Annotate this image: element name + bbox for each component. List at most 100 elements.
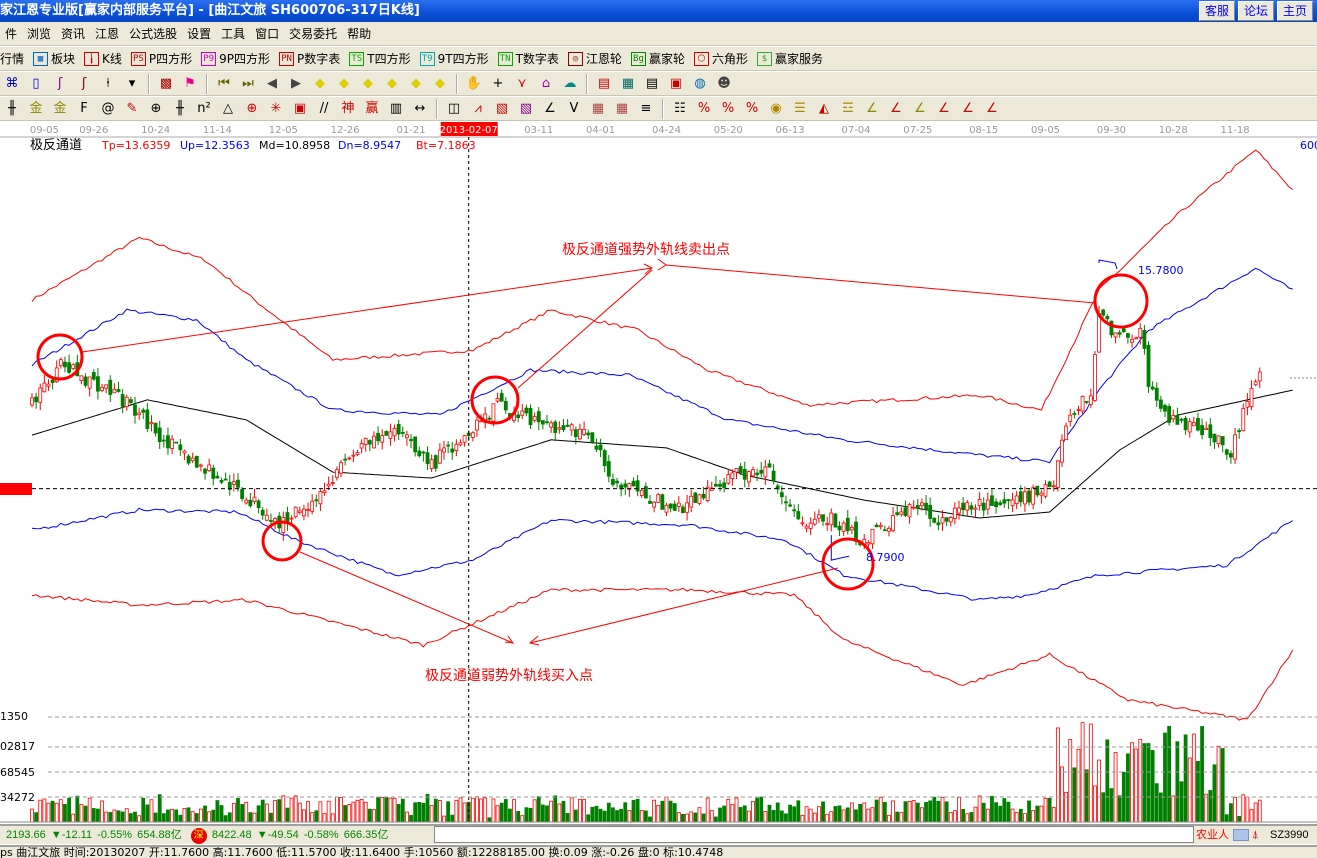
width-icon[interactable]: ↔ bbox=[414, 101, 426, 116]
fan-icon[interactable]: ⩘ bbox=[474, 101, 482, 116]
grid-icon[interactable]: ▦ bbox=[591, 101, 605, 116]
menu-item[interactable]: 公式选股 bbox=[129, 27, 178, 41]
level7-icon[interactable]: ∠ bbox=[986, 101, 998, 116]
web-icon[interactable]: ✳ bbox=[270, 101, 282, 116]
document-icon[interactable]: ▤ bbox=[645, 76, 659, 91]
level2-icon[interactable]: ∠ bbox=[866, 101, 878, 116]
dropdown-icon[interactable]: ▾ bbox=[128, 76, 136, 91]
toolbar-button[interactable]: TS T四方形 bbox=[349, 47, 411, 70]
menu-item[interactable]: 资讯 bbox=[61, 27, 86, 41]
hand-icon[interactable]: ✋ bbox=[465, 76, 483, 91]
menu-item[interactable]: 设置 bbox=[187, 27, 212, 41]
level3-icon[interactable]: ∠ bbox=[890, 101, 902, 116]
menu-item[interactable]: 窗口 bbox=[255, 27, 280, 41]
level6-icon[interactable]: ∠ bbox=[962, 101, 974, 116]
toolbar-button[interactable]: Bg 赢家轮 bbox=[630, 47, 685, 70]
level-icon[interactable]: ☲ bbox=[842, 101, 854, 116]
right-icon[interactable]: ▶ bbox=[291, 76, 301, 91]
toolbar-button[interactable]: ⬡ 六角形 bbox=[693, 47, 748, 70]
menu-item[interactable]: 浏览 bbox=[27, 27, 52, 41]
toolbar-button[interactable]: ◎ 江恩轮 bbox=[567, 47, 622, 70]
fib-icon[interactable]: F bbox=[80, 101, 88, 116]
puzzle-icon[interactable]: ⌂ bbox=[541, 76, 551, 91]
toolbar-button[interactable]: ▦ 板块 bbox=[33, 47, 75, 70]
expand-v-icon[interactable]: ◆ bbox=[411, 76, 421, 91]
menu-item[interactable]: 件 bbox=[5, 27, 18, 41]
box-icon[interactable]: ◫ bbox=[447, 101, 461, 116]
toolbar-button[interactable]: PS P四方形 bbox=[130, 47, 192, 70]
level4-icon[interactable]: ∠ bbox=[914, 101, 926, 116]
slash-icon[interactable]: // bbox=[319, 101, 329, 116]
scrolling-news-text[interactable]: 农业人 bbox=[1196, 829, 1229, 841]
shenzhen-badge-icon[interactable]: 深 bbox=[190, 828, 207, 844]
forum-button[interactable]: 论坛 bbox=[1238, 1, 1274, 21]
toolbar-button[interactable]: PN P数字表 bbox=[279, 47, 340, 70]
toolbar-button[interactable]: 行情 bbox=[0, 47, 24, 70]
ruler-icon[interactable]: ▥ bbox=[389, 101, 403, 116]
toolbar-button[interactable]: ╽ K线 bbox=[84, 47, 122, 70]
percent3-icon[interactable]: % bbox=[745, 101, 759, 116]
menu-item[interactable]: 江恩 bbox=[95, 27, 120, 41]
wave9-icon[interactable]: ʃ bbox=[81, 76, 87, 91]
expand-all-icon[interactable]: ◆ bbox=[435, 76, 445, 91]
bars-icon[interactable]: ╫ bbox=[176, 101, 184, 116]
square-grid-icon[interactable]: ▣ bbox=[293, 101, 307, 116]
candle-icon[interactable]: ⍿ bbox=[106, 76, 110, 91]
toolbar-button[interactable]: TN T数字表 bbox=[497, 47, 559, 70]
gold2-icon[interactable]: 金 bbox=[53, 101, 67, 116]
homepage-button[interactable]: 主页 bbox=[1277, 1, 1313, 21]
menu-item[interactable]: 交易委托 bbox=[289, 27, 338, 41]
scroll-button[interactable] bbox=[1233, 829, 1249, 841]
brain-icon[interactable]: ☁ bbox=[563, 76, 577, 91]
gann-box-icon[interactable]: ▧ bbox=[495, 101, 509, 116]
n2-icon[interactable]: n² bbox=[197, 101, 211, 116]
menu-item[interactable]: 工具 bbox=[221, 27, 246, 41]
crosshair-icon[interactable]: + bbox=[492, 76, 504, 91]
speaker-icon[interactable]: ◭ bbox=[819, 101, 829, 116]
gold-icon[interactable]: 金 bbox=[29, 101, 43, 116]
wave3-icon[interactable]: ʃ bbox=[57, 76, 63, 91]
grid2-icon[interactable]: ▦ bbox=[615, 101, 629, 116]
circle-grid-icon[interactable]: ⊕ bbox=[150, 101, 162, 116]
save-icon[interactable]: ▣ bbox=[669, 76, 683, 91]
level5-icon[interactable]: ∠ bbox=[938, 101, 950, 116]
service-button[interactable]: 客服 bbox=[1199, 1, 1235, 21]
move-left-icon[interactable]: ◆ bbox=[315, 76, 325, 91]
user-icon[interactable]: ☻ bbox=[717, 76, 731, 91]
table-icon[interactable]: ☷ bbox=[674, 101, 686, 116]
shrink-icon[interactable]: ◆ bbox=[387, 76, 397, 91]
notes-icon[interactable]: ▯ bbox=[32, 76, 40, 91]
menu-item[interactable]: 帮助 bbox=[347, 27, 372, 41]
kline-chart[interactable]: 09-05 09-26 10-24 11-14 12-05 12-26 01-21 2013-… bbox=[0, 0, 1317, 824]
toolbar-button[interactable]: T9 9T四方形 bbox=[419, 47, 489, 70]
v-icon[interactable]: V bbox=[569, 101, 579, 116]
spiral-icon[interactable]: @ bbox=[101, 101, 115, 116]
first-icon[interactable]: ⏮ bbox=[218, 76, 230, 91]
gann-fan-icon[interactable]: ▧ bbox=[519, 101, 533, 116]
toolbar-button[interactable]: $ 赢家服务 bbox=[756, 47, 823, 70]
target-icon[interactable]: ⊕ bbox=[246, 101, 258, 116]
pen-icon[interactable]: ✎ bbox=[126, 101, 138, 116]
lines-icon[interactable]: ☰ bbox=[794, 101, 806, 116]
shen-icon[interactable]: 神 bbox=[341, 101, 355, 116]
command-input[interactable] bbox=[434, 826, 1194, 843]
left-icon[interactable]: ◀ bbox=[267, 76, 277, 91]
toolbar-button[interactable]: P9 9P四方形 bbox=[201, 47, 270, 70]
calendar-icon[interactable]: ▤ bbox=[597, 76, 611, 91]
parallel-icon[interactable]: ≡ bbox=[640, 101, 652, 116]
angle-icon[interactable]: ∠ bbox=[544, 101, 556, 116]
calculator-icon[interactable]: ▦ bbox=[621, 76, 635, 91]
triangle-icon[interactable]: △ bbox=[223, 101, 233, 116]
last-icon[interactable]: ⏭ bbox=[242, 76, 254, 91]
percent-icon[interactable]: % bbox=[697, 101, 711, 116]
map-icon[interactable]: ⌘ bbox=[5, 76, 19, 91]
network-icon[interactable]: ◍ bbox=[694, 76, 706, 91]
china-map-icon[interactable]: ▩ bbox=[159, 76, 173, 91]
line-tool-icon[interactable]: ╫ bbox=[8, 101, 16, 116]
expand-h-icon[interactable]: ◆ bbox=[363, 76, 373, 91]
coin-icon[interactable]: ◉ bbox=[770, 101, 782, 116]
ying-icon[interactable]: 赢 bbox=[365, 101, 379, 116]
flag-icon[interactable]: ⚑ bbox=[184, 76, 196, 91]
percent2-icon[interactable]: % bbox=[721, 101, 735, 116]
move-right-icon[interactable]: ◆ bbox=[339, 76, 349, 91]
